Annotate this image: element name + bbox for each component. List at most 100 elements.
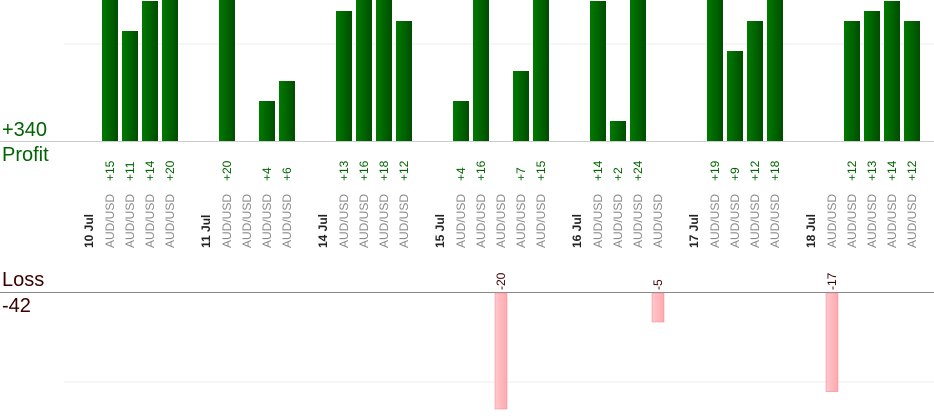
profit-value-label: +20	[220, 160, 234, 181]
profit-value-label: +4	[454, 167, 468, 181]
profit-value-label: +14	[591, 160, 605, 181]
instrument-label: AUD/USD	[651, 194, 665, 248]
profit-label: Profit	[2, 144, 49, 166]
profit-value-label: +18	[768, 160, 782, 181]
instrument-label: AUD/USD	[865, 194, 879, 248]
instrument-label: AUD/USD	[905, 194, 919, 248]
instrument-label: AUD/USD	[514, 194, 528, 248]
profit-bar	[884, 1, 900, 141]
instrument-label: AUD/USD	[357, 194, 371, 248]
profit-bar	[747, 21, 763, 141]
profit-bar	[122, 31, 138, 141]
instrument-label: AUD/USD	[708, 194, 722, 248]
instrument-label: AUD/USD	[337, 194, 351, 248]
instrument-label: AUD/USD	[748, 194, 762, 248]
profit-value-label: +16	[357, 160, 371, 181]
profit-value-label: +7	[514, 167, 528, 181]
instrument-label: AUD/USD	[825, 194, 839, 248]
profit-bar	[630, 0, 646, 141]
date-label: 14 Jul	[316, 214, 330, 248]
instrument-label: AUD/USD	[454, 194, 468, 248]
profit-bar	[336, 11, 352, 141]
profit-bar	[904, 21, 920, 141]
instrument-label: AUD/USD	[240, 194, 254, 248]
instrument-label: AUD/USD	[591, 194, 605, 248]
profit-bar	[590, 1, 606, 141]
loss-bar	[825, 292, 839, 392]
profit-bars	[102, 0, 920, 141]
instrument-label: AUD/USD	[534, 194, 548, 248]
instrument-label: AUD/USD	[123, 194, 137, 248]
date-label: 18 Jul	[804, 214, 818, 248]
profit-bar	[610, 121, 626, 141]
profit-value-label: +4	[260, 167, 274, 181]
profit-value-label: +24	[631, 160, 645, 181]
profit-value-label: +6	[280, 167, 294, 181]
instrument-label: AUD/USD	[631, 194, 645, 248]
profit-bar	[142, 1, 158, 141]
profit-bar	[279, 81, 295, 141]
loss-label: Loss	[2, 269, 45, 291]
profit-bar	[727, 51, 743, 141]
instrument-label: AUD/USD	[103, 194, 117, 248]
total-profit: +340	[2, 119, 48, 141]
x-axis-labels: 10 Jul AUD/USD AUD/USD AUD/USD AUD/USD 11 Jul…	[82, 194, 919, 248]
loss-value-label: -5	[651, 279, 665, 290]
profit-value-label: +12	[905, 160, 919, 181]
profit-bar	[376, 0, 392, 141]
instrument-label: AUD/USD	[474, 194, 488, 248]
instrument-label: AUD/USD	[260, 194, 274, 248]
profit-bar	[707, 0, 723, 141]
profit-value-label: +9	[728, 167, 742, 181]
instrument-label: AUD/USD	[768, 194, 782, 248]
date-label: 15 Jul	[433, 214, 447, 248]
instrument-label: AUD/USD	[494, 194, 508, 248]
profit-value-label: +18	[377, 160, 391, 181]
instrument-label: AUD/USD	[280, 194, 294, 248]
date-label: 16 Jul	[570, 214, 584, 248]
instrument-label: AUD/USD	[611, 194, 625, 248]
date-label: 11 Jul	[199, 215, 213, 248]
profit-bar	[356, 0, 372, 141]
profit-bar	[162, 0, 178, 141]
loss-bars	[494, 292, 839, 410]
loss-value-label: -17	[825, 272, 839, 290]
profit-bar	[219, 0, 235, 141]
profit-bar	[473, 0, 489, 141]
profit-value-label: +15	[534, 160, 548, 181]
profit-value-label: +16	[474, 160, 488, 181]
gridlines	[0, 43, 934, 383]
profit-value-label: +14	[885, 160, 899, 181]
instrument-label: AUD/USD	[143, 194, 157, 248]
date-label: 10 Jul	[82, 214, 96, 248]
instrument-label: AUD/USD	[163, 194, 177, 248]
profit-value-label: +11	[123, 161, 137, 181]
instrument-label: AUD/USD	[728, 194, 742, 248]
loss-bar	[494, 292, 508, 410]
profit-value-label: +12	[748, 160, 762, 181]
instrument-label: AUD/USD	[377, 194, 391, 248]
loss-value-label: -20	[494, 272, 508, 290]
profit-value-label: +15	[103, 160, 117, 181]
loss-bar	[651, 292, 665, 323]
instrument-label: AUD/USD	[397, 194, 411, 248]
profit-value-label: +12	[397, 160, 411, 181]
instrument-label: AUD/USD	[885, 194, 899, 248]
profit-bar	[844, 21, 860, 141]
value-labels: +15 +11 +14 +20 +20 +4 +6 +13 +16 +18 +12 +4 +16 -20 +…	[103, 160, 919, 290]
instrument-label: AUD/USD	[845, 194, 859, 248]
profit-bar	[259, 101, 275, 141]
profit-value-label: +19	[708, 160, 722, 181]
profit-bar	[533, 0, 549, 141]
profit-value-label: +12	[845, 160, 859, 181]
profit-bar	[513, 71, 529, 141]
profit-bar	[864, 11, 880, 141]
profit-value-label: +13	[337, 160, 351, 181]
profit-value-label: +13	[865, 160, 879, 181]
total-loss: -42	[2, 295, 31, 317]
profit-bar	[767, 0, 783, 141]
date-label: 17 Jul	[687, 214, 701, 248]
profit-bar	[453, 101, 469, 141]
profit-value-label: +2	[611, 167, 625, 181]
